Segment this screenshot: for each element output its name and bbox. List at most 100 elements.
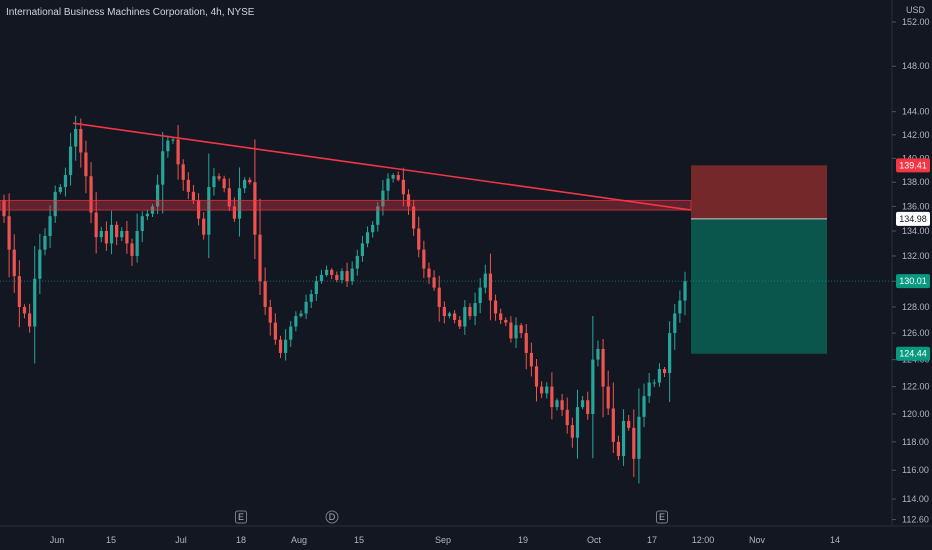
candle-body [278, 339, 283, 353]
x-tick-label: Sep [435, 535, 451, 545]
candle-body [565, 409, 569, 426]
y-tick-label: 120.00 [902, 409, 930, 419]
candle-body [140, 216, 144, 231]
candle-body [2, 200, 6, 217]
currency-label: USD [906, 5, 926, 15]
candle-body [99, 231, 103, 238]
price-tag-bg [896, 346, 930, 361]
candle-body [38, 249, 42, 279]
position-zones[interactable] [691, 165, 827, 354]
candle-body [555, 400, 559, 408]
x-tick-label: 12:00 [692, 535, 715, 545]
candle-body [258, 234, 262, 282]
candle-body [243, 179, 247, 189]
candle-body [575, 407, 580, 438]
y-tick-label: 142.00 [902, 130, 930, 140]
trend-line[interactable] [72, 122, 692, 211]
candle-body [683, 281, 687, 301]
candle-body [371, 224, 375, 233]
marker-label: E [659, 512, 665, 522]
marker-shape [325, 510, 339, 524]
candle-body [447, 313, 452, 317]
price-tag-label: 124.44 [899, 349, 927, 359]
y-tick-label: 134.00 [902, 226, 930, 236]
candle-body [222, 178, 226, 189]
price-tags: 139.41 134.98 130.01 124.44 [896, 158, 930, 361]
candle-body [12, 249, 16, 277]
candle-body [360, 243, 365, 256]
y-tick-label: 114.00 [902, 494, 929, 504]
candle-body [355, 255, 359, 269]
candle-body [468, 306, 472, 317]
y-tick-label: 128.00 [902, 302, 930, 312]
earnings-marker: E [656, 510, 668, 524]
candle-body [161, 151, 165, 185]
x-tick-label: 17 [647, 535, 657, 545]
candle-body [324, 269, 329, 275]
candle-body [289, 326, 293, 340]
candle-body [616, 441, 621, 456]
candle-body [299, 313, 303, 317]
candle-body [74, 129, 78, 147]
candle-body [330, 269, 334, 275]
price-tag-label: 130.01 [899, 276, 927, 286]
take-profit-zone[interactable] [691, 218, 827, 354]
candle-body [33, 278, 37, 327]
resistance-zone[interactable] [0, 199, 692, 211]
candle-body [94, 212, 98, 238]
candle-body [417, 228, 421, 250]
candle-body [68, 146, 73, 176]
candle-body [130, 243, 134, 256]
y-tick-label: 136.00 [902, 201, 930, 211]
candle-body [673, 313, 677, 334]
candle-body [621, 420, 626, 456]
candle-body [345, 271, 349, 282]
time-axis[interactable]: Jun 15 Jul 18 Aug 15 Sep 19 Oct 17 12:00 Nov 14 [0, 525, 932, 545]
marker-label: E [238, 512, 244, 522]
candle-body [196, 200, 201, 219]
candle-body [591, 359, 595, 414]
y-tick-label: 116.00 [902, 465, 929, 475]
candle-body [84, 152, 88, 177]
price-tag: 139.41 [896, 158, 930, 173]
candle-body [145, 213, 149, 217]
x-tick-label: Oct [587, 535, 602, 545]
price-tag-bg [896, 211, 930, 226]
candle-body [540, 386, 544, 394]
candle-body [212, 176, 216, 188]
candle-body [273, 322, 277, 340]
candle-body [473, 303, 477, 317]
candle-body [642, 396, 646, 417]
candle-body [7, 216, 11, 250]
candle-body [181, 164, 185, 180]
candle-body [17, 276, 21, 307]
candle-body [43, 235, 47, 250]
price-tag-label: 139.41 [899, 160, 927, 170]
candle-body [217, 176, 221, 179]
candle-body [191, 191, 196, 201]
candle-body [458, 319, 462, 327]
candle-body [560, 400, 564, 410]
candle-body [227, 188, 231, 207]
y-tick-label: 126.00 [902, 328, 930, 338]
x-tick-label: Aug [291, 535, 307, 545]
candle-body [570, 425, 574, 438]
candle-body [58, 187, 62, 192]
candle-body [437, 287, 441, 307]
candle-body [488, 273, 493, 301]
price-tag-label: 134.98 [899, 214, 927, 224]
candle-body [176, 139, 180, 165]
candle-body [202, 218, 206, 235]
candle-body [519, 325, 523, 334]
symbol-name: International Business Machines Corporat… [6, 7, 205, 18]
candle-body [442, 306, 446, 317]
candle-body [606, 386, 610, 409]
price-tag: 130.01 [896, 274, 930, 289]
drawings[interactable] [0, 122, 892, 282]
candle-body [63, 175, 68, 188]
candle-body [48, 216, 52, 236]
candle-body [427, 268, 431, 278]
stop-loss-zone[interactable] [691, 165, 827, 219]
